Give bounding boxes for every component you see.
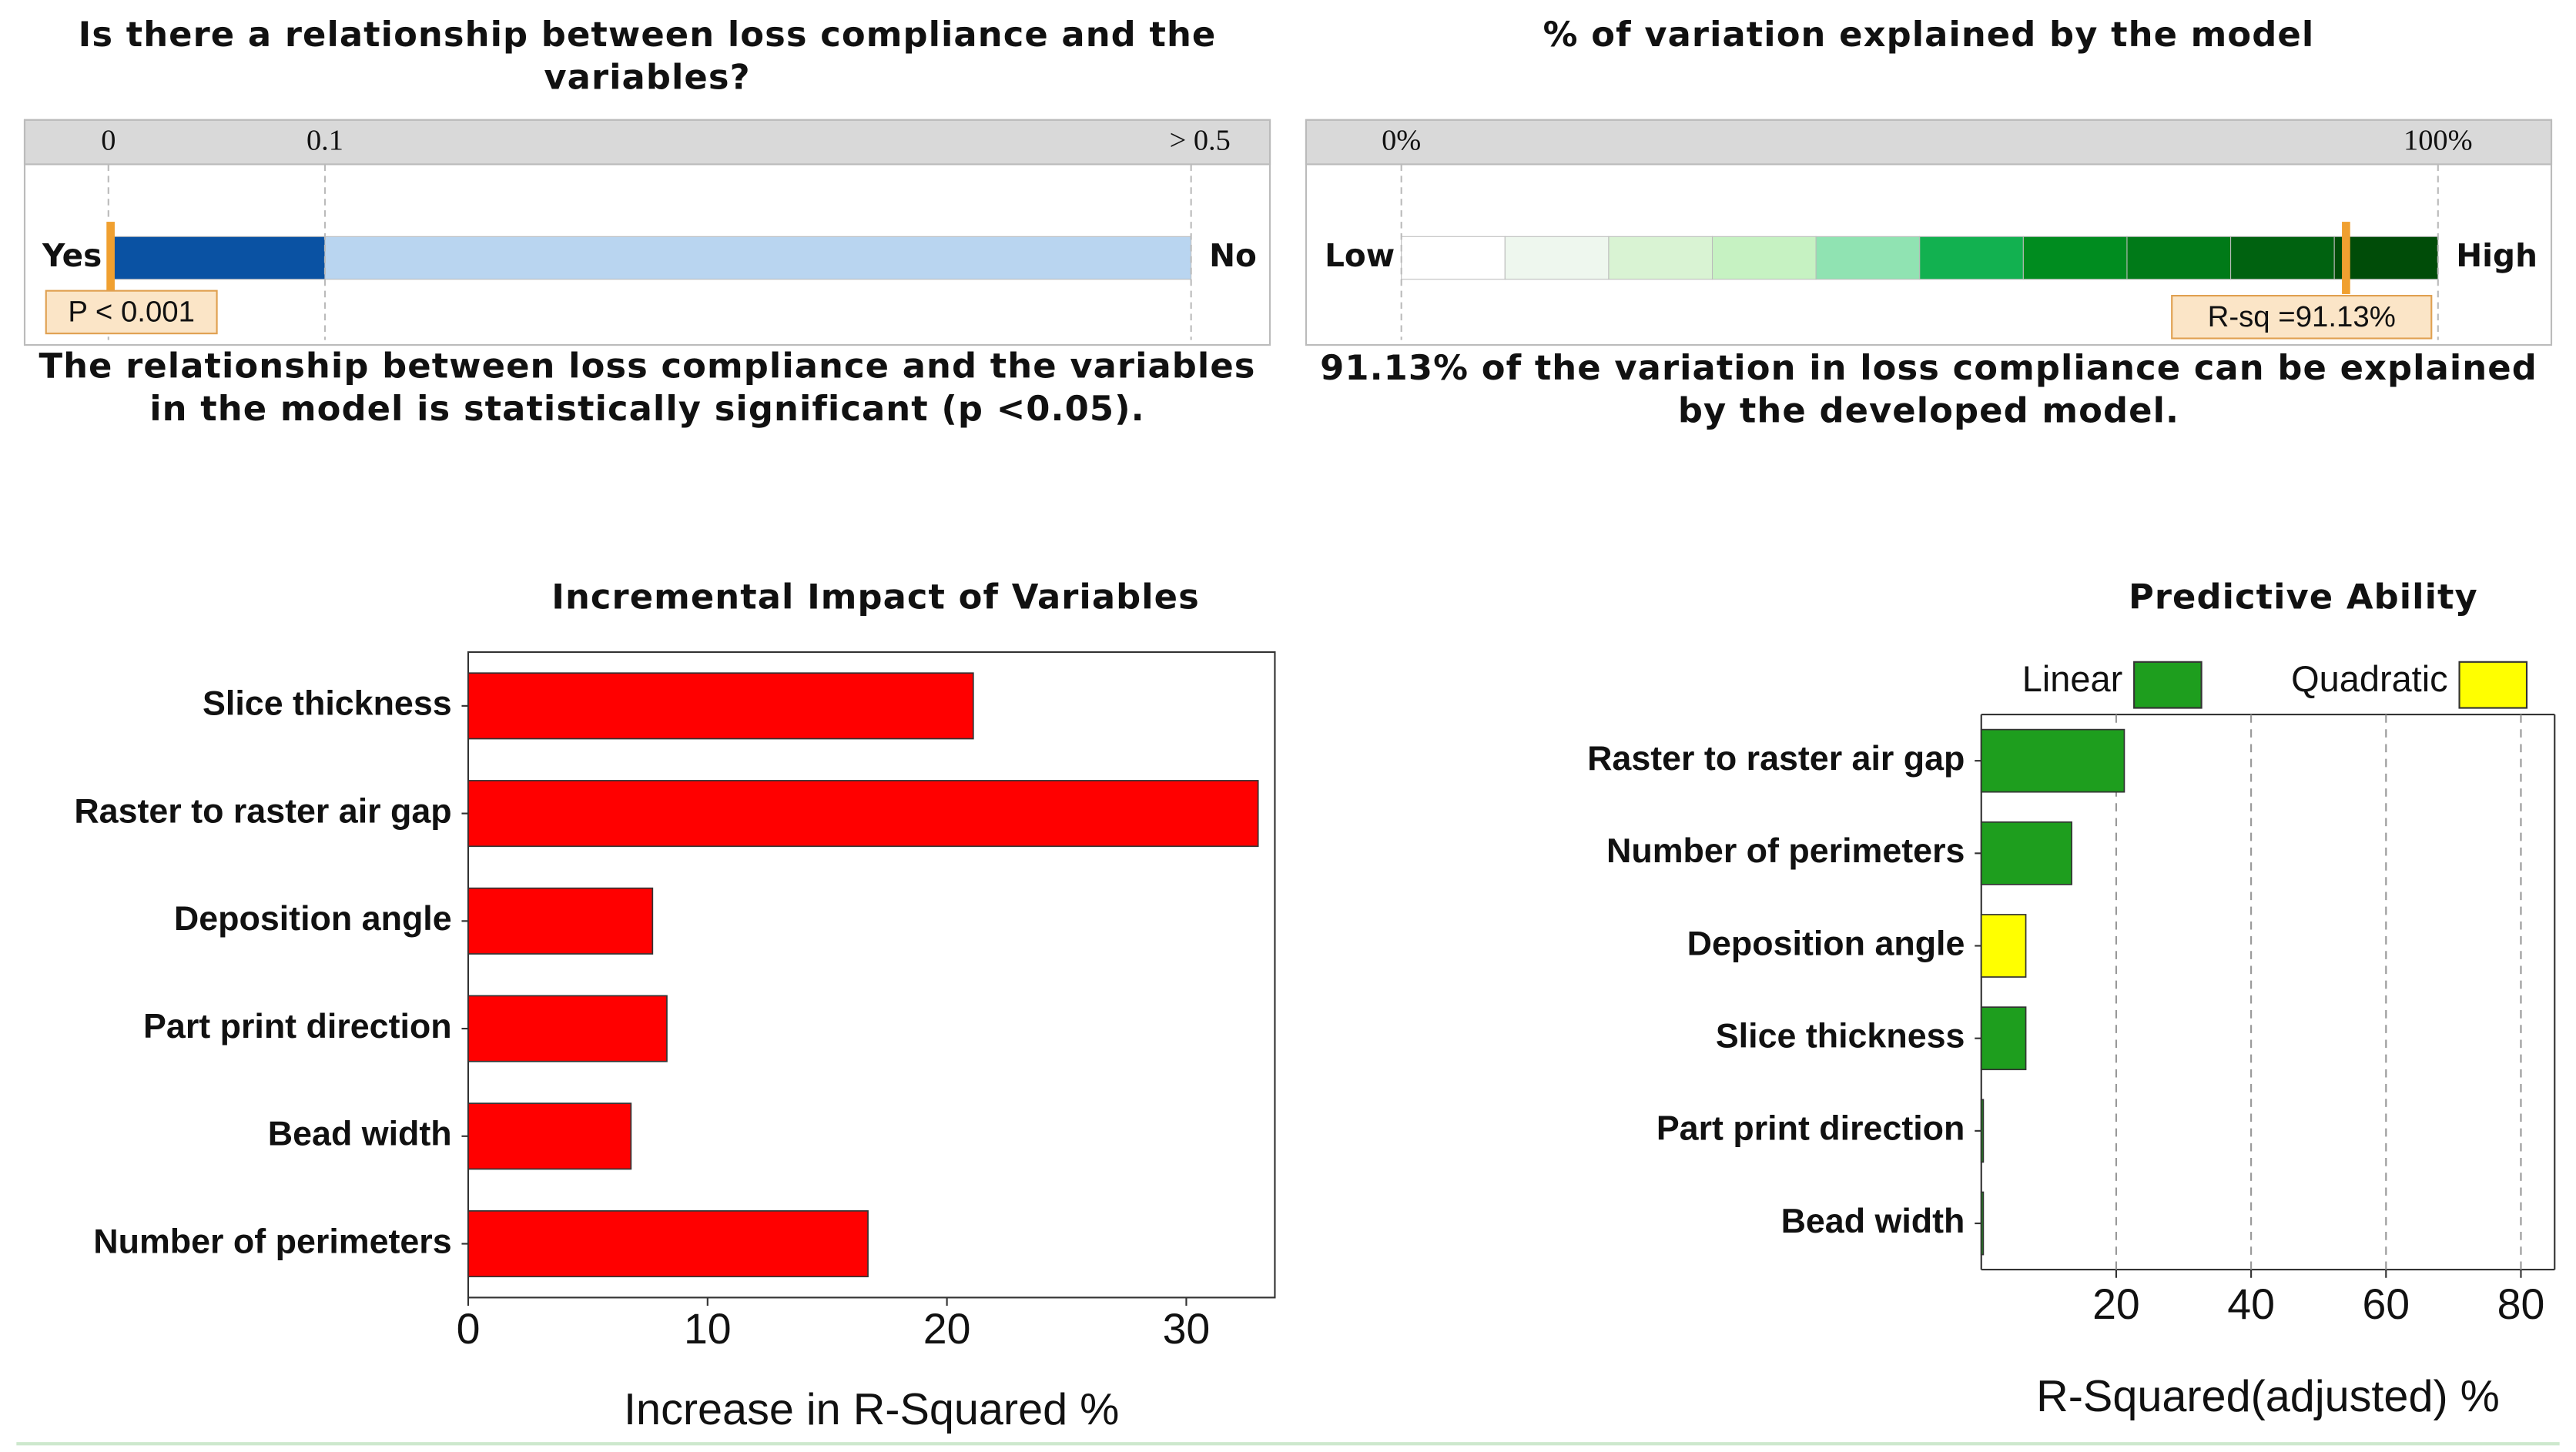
y-tick-label: Deposition angle [1687, 924, 1965, 962]
y-tick-label: Slice thickness [1716, 1017, 1965, 1056]
x-axis-label: R-Squared(adjusted) % [2036, 1372, 2500, 1421]
bar [467, 1210, 869, 1278]
marker-label: R-sq =91.13% [2208, 300, 2396, 333]
chart-title: Incremental Impact of Variables [551, 577, 1200, 617]
gauge-right-label: No [1209, 237, 1257, 274]
tick-label: 100% [2403, 124, 2473, 156]
x-axis-label: Increase in R-Squared % [624, 1385, 1119, 1434]
gauge-band [1608, 236, 1713, 280]
gauge-band [324, 236, 1192, 280]
gauge-band [2230, 236, 2335, 280]
gauge-band [108, 236, 326, 280]
gauge-band [1919, 236, 2024, 280]
gauge-title: Is there a relationship between loss com… [78, 15, 1217, 98]
y-tick-label: Deposition angle [174, 899, 452, 938]
x-tick-label: 20 [2092, 1280, 2140, 1328]
x-tick-label: 80 [2497, 1280, 2545, 1328]
marker-label: P < 0.001 [68, 296, 195, 329]
tick-label: 0 [101, 124, 116, 156]
plot-frame [467, 651, 1276, 1299]
x-tick-label: 30 [1163, 1305, 1211, 1353]
x-tick-label: 10 [684, 1305, 732, 1353]
tick-label: 0.1 [307, 124, 343, 156]
gauge-left-label: Low [1325, 237, 1395, 274]
gauge-band [1815, 236, 1921, 280]
bar [467, 995, 668, 1062]
bar [467, 672, 974, 740]
legend-swatch [2458, 661, 2528, 709]
y-tick-label: Slice thickness [203, 684, 452, 723]
gauge-title-box: % of variation explained by the model [1543, 15, 2315, 55]
gauge-conclusion-box: The relationship between loss compliance… [39, 346, 1256, 430]
gauge-header [1305, 119, 2553, 166]
legend-label: Linear [2022, 659, 2122, 699]
bar [1980, 914, 2027, 978]
gauge-marker [2342, 222, 2350, 294]
y-tick-label: Bead width [268, 1115, 452, 1153]
x-tick-label: 60 [2362, 1280, 2410, 1328]
gauge-right-label: High [2456, 237, 2537, 274]
gauge-title: % of variation explained by the model [1543, 15, 2315, 55]
tick-label: > 0.5 [1170, 124, 1231, 156]
x-tick-label: 20 [923, 1305, 971, 1353]
y-tick-label: Part print direction [1656, 1109, 1965, 1148]
legend-label: Quadratic [2291, 659, 2447, 699]
bar [1980, 1099, 1985, 1163]
gauge-conclusion: The relationship between loss compliance… [39, 346, 1256, 430]
gauge-title-box: Is there a relationship between loss com… [78, 15, 1217, 98]
x-tick-label: 40 [2227, 1280, 2275, 1328]
y-tick-label: Number of perimeters [1606, 831, 1965, 870]
bar [1980, 1006, 2027, 1071]
y-tick-label: Number of perimeters [93, 1222, 451, 1260]
gauge-header [23, 119, 1271, 166]
gauge-conclusion: 91.13% of the variation in loss complian… [1320, 348, 2537, 431]
legend-swatch [2133, 661, 2202, 709]
chart-title: Predictive Ability [2129, 577, 2478, 617]
y-tick-label: Raster to raster air gap [1587, 739, 1965, 778]
gauge-marker [106, 222, 115, 294]
marker-label-box [2171, 295, 2433, 340]
x-tick-label: 0 [457, 1305, 481, 1353]
y-tick-label: Bead width [1781, 1202, 1965, 1240]
marker-label-box [45, 289, 218, 335]
gauge-band [1401, 236, 1506, 280]
gauge-left-label: Yes [42, 237, 102, 274]
y-tick-label: Raster to raster air gap [74, 791, 451, 830]
gauge-band [1504, 236, 1610, 280]
tick-label: 0% [1382, 124, 1421, 156]
gauge-conclusion-box: 91.13% of the variation in loss complian… [1320, 348, 2537, 431]
bar [1980, 1191, 1985, 1256]
bar [1980, 728, 2125, 793]
gauge-band [2126, 236, 2232, 280]
bar [467, 887, 654, 955]
bar [467, 780, 1259, 848]
gauge-band [1711, 236, 1817, 280]
y-tick-label: Part print direction [143, 1007, 452, 1046]
bar [467, 1102, 632, 1170]
gauge-band [2022, 236, 2128, 280]
bar [1980, 821, 2072, 885]
